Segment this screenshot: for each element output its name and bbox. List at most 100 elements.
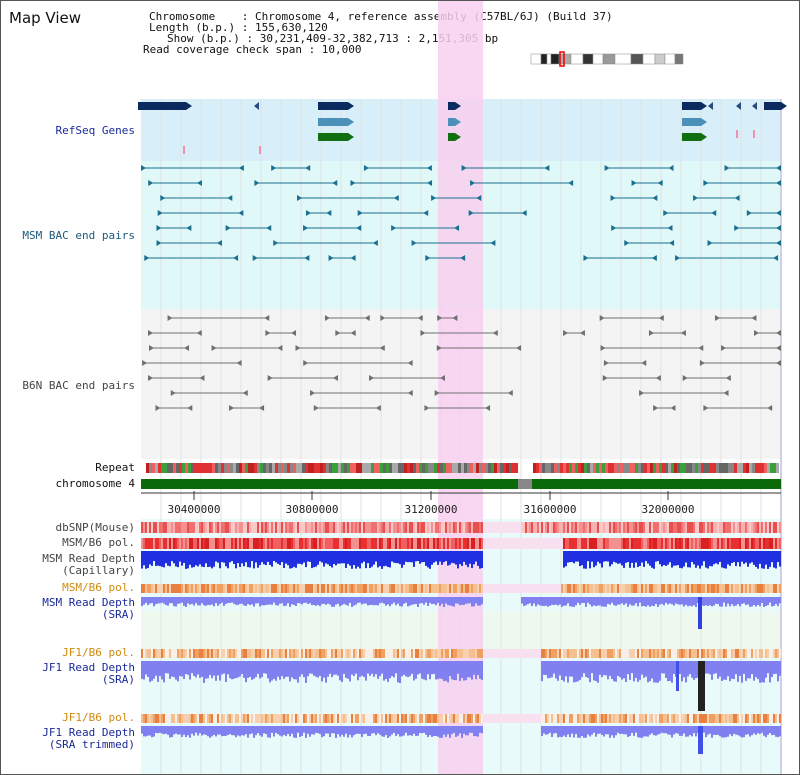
jf1-pol-cell xyxy=(495,649,497,658)
msm-pol-cell xyxy=(165,538,167,549)
jf1-trimmed-depth-bar xyxy=(281,726,283,737)
jf1-pol2-cell xyxy=(637,714,639,723)
msm-pol-cell xyxy=(705,538,707,549)
msm-sra-depth-bar xyxy=(689,597,691,606)
msm-pol-sra-cell xyxy=(603,584,605,593)
jf1-sra-depth-bar xyxy=(779,661,781,676)
jf1-pol2-cell xyxy=(589,714,591,723)
msm-sra-depth-bar xyxy=(377,597,379,606)
msm-pol-cell xyxy=(697,538,699,549)
dbsnp-cell xyxy=(441,522,443,533)
msm-pol-cell xyxy=(543,538,545,549)
repeat-block xyxy=(374,463,377,473)
jf1-sra-depth-bar xyxy=(689,661,691,675)
jf1-sra-depth-bar xyxy=(437,661,439,680)
msm-pol-cell xyxy=(399,538,401,549)
dbsnp-cell xyxy=(375,522,377,533)
repeat-block xyxy=(191,463,194,473)
msm-sra-depth-bar xyxy=(441,597,443,604)
msm-pol-sra-cell xyxy=(199,584,201,593)
msm-sra-depth-bar xyxy=(479,597,481,606)
jf1-trimmed-depth-bar xyxy=(667,726,669,735)
jf1-pol2-cell xyxy=(515,714,517,723)
msm-sra-depth-bar xyxy=(523,597,525,607)
jf1-pol-cell xyxy=(483,649,485,658)
jf1-sra-depth-bar xyxy=(397,661,399,683)
msm-pol-sra-cell xyxy=(423,584,425,593)
jf1-pol2-cell xyxy=(315,714,317,723)
b6n-bac-pair-end xyxy=(485,405,491,411)
msm-pol-sra-cell xyxy=(525,584,527,593)
msm-pol-sra-cell xyxy=(741,584,743,593)
jf1-trimmed-depth-bar xyxy=(269,726,271,738)
jf1-pol2-cell xyxy=(477,714,479,723)
jf1-pol2-cell xyxy=(361,714,363,723)
jf1-pol2-cell xyxy=(405,714,407,723)
msm-sra-depth-bar xyxy=(151,597,153,604)
jf1-pol-cell xyxy=(519,649,521,658)
jf1-pol2-cell xyxy=(669,714,671,723)
msm-bac-pair-end xyxy=(411,240,417,246)
jf1-sra-depth-bar xyxy=(447,661,449,683)
dbsnp-cell xyxy=(159,522,161,533)
msm-pol-sra-cell xyxy=(171,584,173,593)
dbsnp-cell xyxy=(589,522,591,533)
msm-sra-depth-bar xyxy=(771,597,773,607)
msm-pol-sra-cell xyxy=(297,584,299,593)
msm-capillary-depth-bar xyxy=(677,551,679,566)
jf1-pol2-cell xyxy=(461,714,463,723)
dbsnp-cell xyxy=(695,522,697,533)
msm-capillary-depth-bar xyxy=(419,551,421,564)
msm-pol-sra-cell xyxy=(203,584,205,593)
msm-pol-sra-cell xyxy=(241,584,243,593)
msm-sra-depth-bar xyxy=(665,597,667,603)
dbsnp-cell xyxy=(369,522,371,533)
msm-pol-cell xyxy=(367,538,369,549)
jf1-pol2-cell xyxy=(559,714,561,723)
jf1-trimmed-depth-bar xyxy=(639,726,641,738)
msm-pol-sra-cell xyxy=(217,584,219,593)
msm-pol-cell xyxy=(407,538,409,549)
repeat-block xyxy=(737,463,740,473)
jf1-pol2-cell xyxy=(739,714,741,723)
jf1-pol-cell xyxy=(425,649,427,658)
msm-pol-sra-cell xyxy=(157,584,159,593)
msm-pol-cell xyxy=(395,538,397,549)
jf1-pol-cell xyxy=(683,649,685,658)
jf1-pol2-cell xyxy=(645,714,647,723)
jf1-sra-depth-bar xyxy=(181,661,183,677)
msm-capillary-depth-bar xyxy=(779,551,781,567)
gene-exon xyxy=(318,118,348,126)
jf1-trimmed-depth-bar xyxy=(213,726,215,735)
jf1-pol2-cell xyxy=(269,714,271,723)
msm-capillary-depth-bar xyxy=(221,551,223,563)
jf1-trimmed-depth-bar xyxy=(565,726,567,738)
msm-sra-depth-bar xyxy=(205,597,207,606)
msm-pol-cell xyxy=(695,538,697,549)
msm-pol-cell xyxy=(731,538,733,549)
msm-sra-depth-bar xyxy=(765,597,767,606)
msm-pol-cell xyxy=(539,538,541,549)
msm-sra-depth-bar xyxy=(477,597,479,606)
msm-sra-depth-bar xyxy=(657,597,659,607)
jf1-pol-cell xyxy=(671,649,673,658)
jf1-trimmed-depth-bar xyxy=(591,726,593,735)
jf1-pol-cell xyxy=(283,649,285,658)
msm-pol-sra-cell xyxy=(499,584,501,593)
repeat-block xyxy=(203,463,206,473)
jf1-trimmed-depth-bar xyxy=(277,726,279,735)
jf1-pol2-cell xyxy=(631,714,633,723)
dbsnp-cell xyxy=(391,522,393,533)
msm-pol-sra-cell xyxy=(331,584,333,593)
jf1-trimmed-depth-bar xyxy=(567,726,569,735)
msm-capillary-depth-bar xyxy=(435,551,437,562)
repeat-block xyxy=(710,463,713,473)
msm-capillary-depth-bar xyxy=(173,551,175,564)
msm-pol-sra-cell xyxy=(243,584,245,593)
jf1-trimmed-depth-bar xyxy=(579,726,581,738)
jf1-trimmed-depth-bar xyxy=(311,726,313,735)
msm-pol-sra-cell xyxy=(357,584,359,593)
dbsnp-cell xyxy=(495,522,497,533)
msm-bac-pair-end xyxy=(196,180,202,186)
